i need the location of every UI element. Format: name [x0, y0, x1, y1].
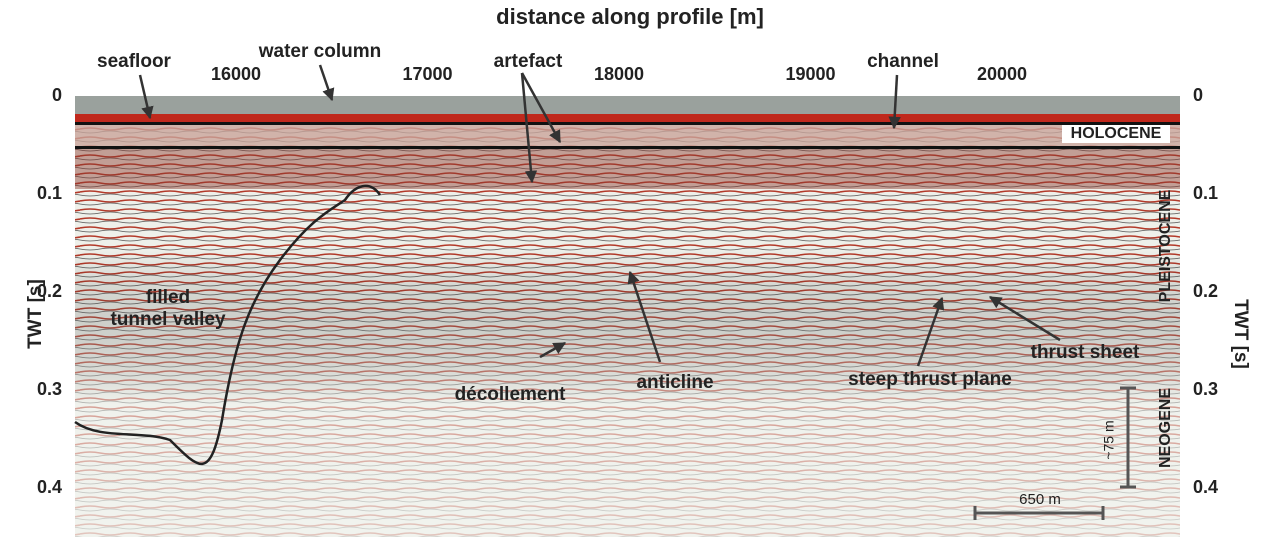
y-axis-label: TWT [s]: [1230, 299, 1251, 369]
y-tick-label: 0.3: [1193, 379, 1218, 399]
tunnel-valley-outline: [74, 184, 382, 466]
y-tick-label: 0.1: [1193, 183, 1218, 203]
y-tick-label: 0.2: [1193, 281, 1218, 301]
arrows: [138, 64, 1061, 367]
annotation: HOLOCENE: [1071, 125, 1162, 142]
annotation: channel: [867, 51, 939, 72]
scale-bars: [973, 386, 1136, 520]
annotation: steep thrust plane: [848, 369, 1012, 390]
annotation: filled: [146, 287, 190, 308]
y-tick-label: 0.3: [37, 379, 62, 399]
x-tick-label: 17000: [402, 64, 452, 84]
x-tick-label: 18000: [594, 64, 644, 84]
scale-label: ~75 m: [1101, 420, 1117, 459]
y-tick-label: 0.1: [37, 183, 62, 203]
y-tick-label: 0.4: [37, 477, 62, 497]
y-tick-label: 0.4: [1193, 477, 1218, 497]
x-tick-label: 20000: [977, 64, 1027, 84]
y-axis-label: TWT [s]: [25, 279, 46, 349]
annotation: tunnel valley: [110, 309, 226, 330]
annotation: thrust sheet: [1031, 342, 1140, 363]
annotation: PLEISTOCENE: [1157, 189, 1174, 302]
title: distance along profile [m]: [496, 4, 764, 29]
annotation: anticline: [636, 372, 713, 393]
scale-label: 650 m: [1019, 491, 1061, 508]
x-tick-label: 19000: [785, 64, 835, 84]
annotation: seafloor: [97, 51, 172, 72]
annotation: NEOGENE: [1157, 388, 1174, 468]
x-tick-label: 16000: [211, 64, 261, 84]
y-tick-label: 0: [1193, 85, 1203, 105]
y-tick-label: 0.2: [37, 281, 62, 301]
label-box: [1062, 125, 1170, 143]
seismic-section: [74, 96, 1180, 537]
annotation: water column: [258, 41, 381, 62]
annotation: décollement: [455, 384, 567, 405]
y-tick-label: 0: [52, 85, 62, 105]
annotation: artefact: [494, 51, 563, 72]
